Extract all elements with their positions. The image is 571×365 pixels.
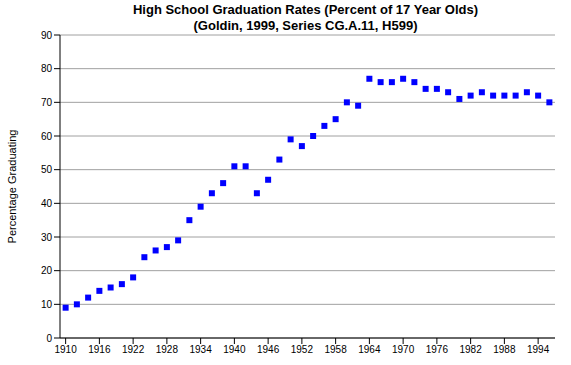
svg-text:1970: 1970 bbox=[392, 344, 415, 355]
svg-text:0: 0 bbox=[46, 333, 52, 344]
svg-text:10: 10 bbox=[41, 299, 53, 310]
svg-text:Percentage Graduating: Percentage Graduating bbox=[8, 130, 18, 244]
svg-text:50: 50 bbox=[41, 164, 53, 175]
svg-text:30: 30 bbox=[41, 232, 53, 243]
svg-text:1958: 1958 bbox=[325, 344, 348, 355]
svg-text:40: 40 bbox=[41, 198, 53, 209]
svg-text:20: 20 bbox=[41, 265, 53, 276]
svg-text:1964: 1964 bbox=[358, 344, 381, 355]
svg-text:1946: 1946 bbox=[257, 344, 280, 355]
html-text:High School Graduation Rates (: High School Graduation Rates (Percent of… bbox=[133, 2, 478, 17]
svg-text:1934: 1934 bbox=[190, 344, 213, 355]
svg-text:1976: 1976 bbox=[426, 344, 449, 355]
svg-text:1916: 1916 bbox=[88, 344, 111, 355]
svg-text:90: 90 bbox=[41, 30, 53, 41]
svg-text:1922: 1922 bbox=[122, 344, 145, 355]
svg-text:1982: 1982 bbox=[460, 344, 483, 355]
svg-text:70: 70 bbox=[41, 97, 53, 108]
html-text:(Goldin, 1999, Series CG.A.11,: (Goldin, 1999, Series CG.A.11, H599) bbox=[193, 18, 418, 33]
svg-text:60: 60 bbox=[41, 131, 53, 142]
svg-text:1988: 1988 bbox=[493, 344, 516, 355]
svg-text:80: 80 bbox=[41, 63, 53, 74]
svg-text:1928: 1928 bbox=[156, 344, 179, 355]
svg-text:1952: 1952 bbox=[291, 344, 314, 355]
svg-text:1940: 1940 bbox=[223, 344, 246, 355]
svg-text:1994: 1994 bbox=[527, 344, 550, 355]
svg-text:1910: 1910 bbox=[55, 344, 78, 355]
